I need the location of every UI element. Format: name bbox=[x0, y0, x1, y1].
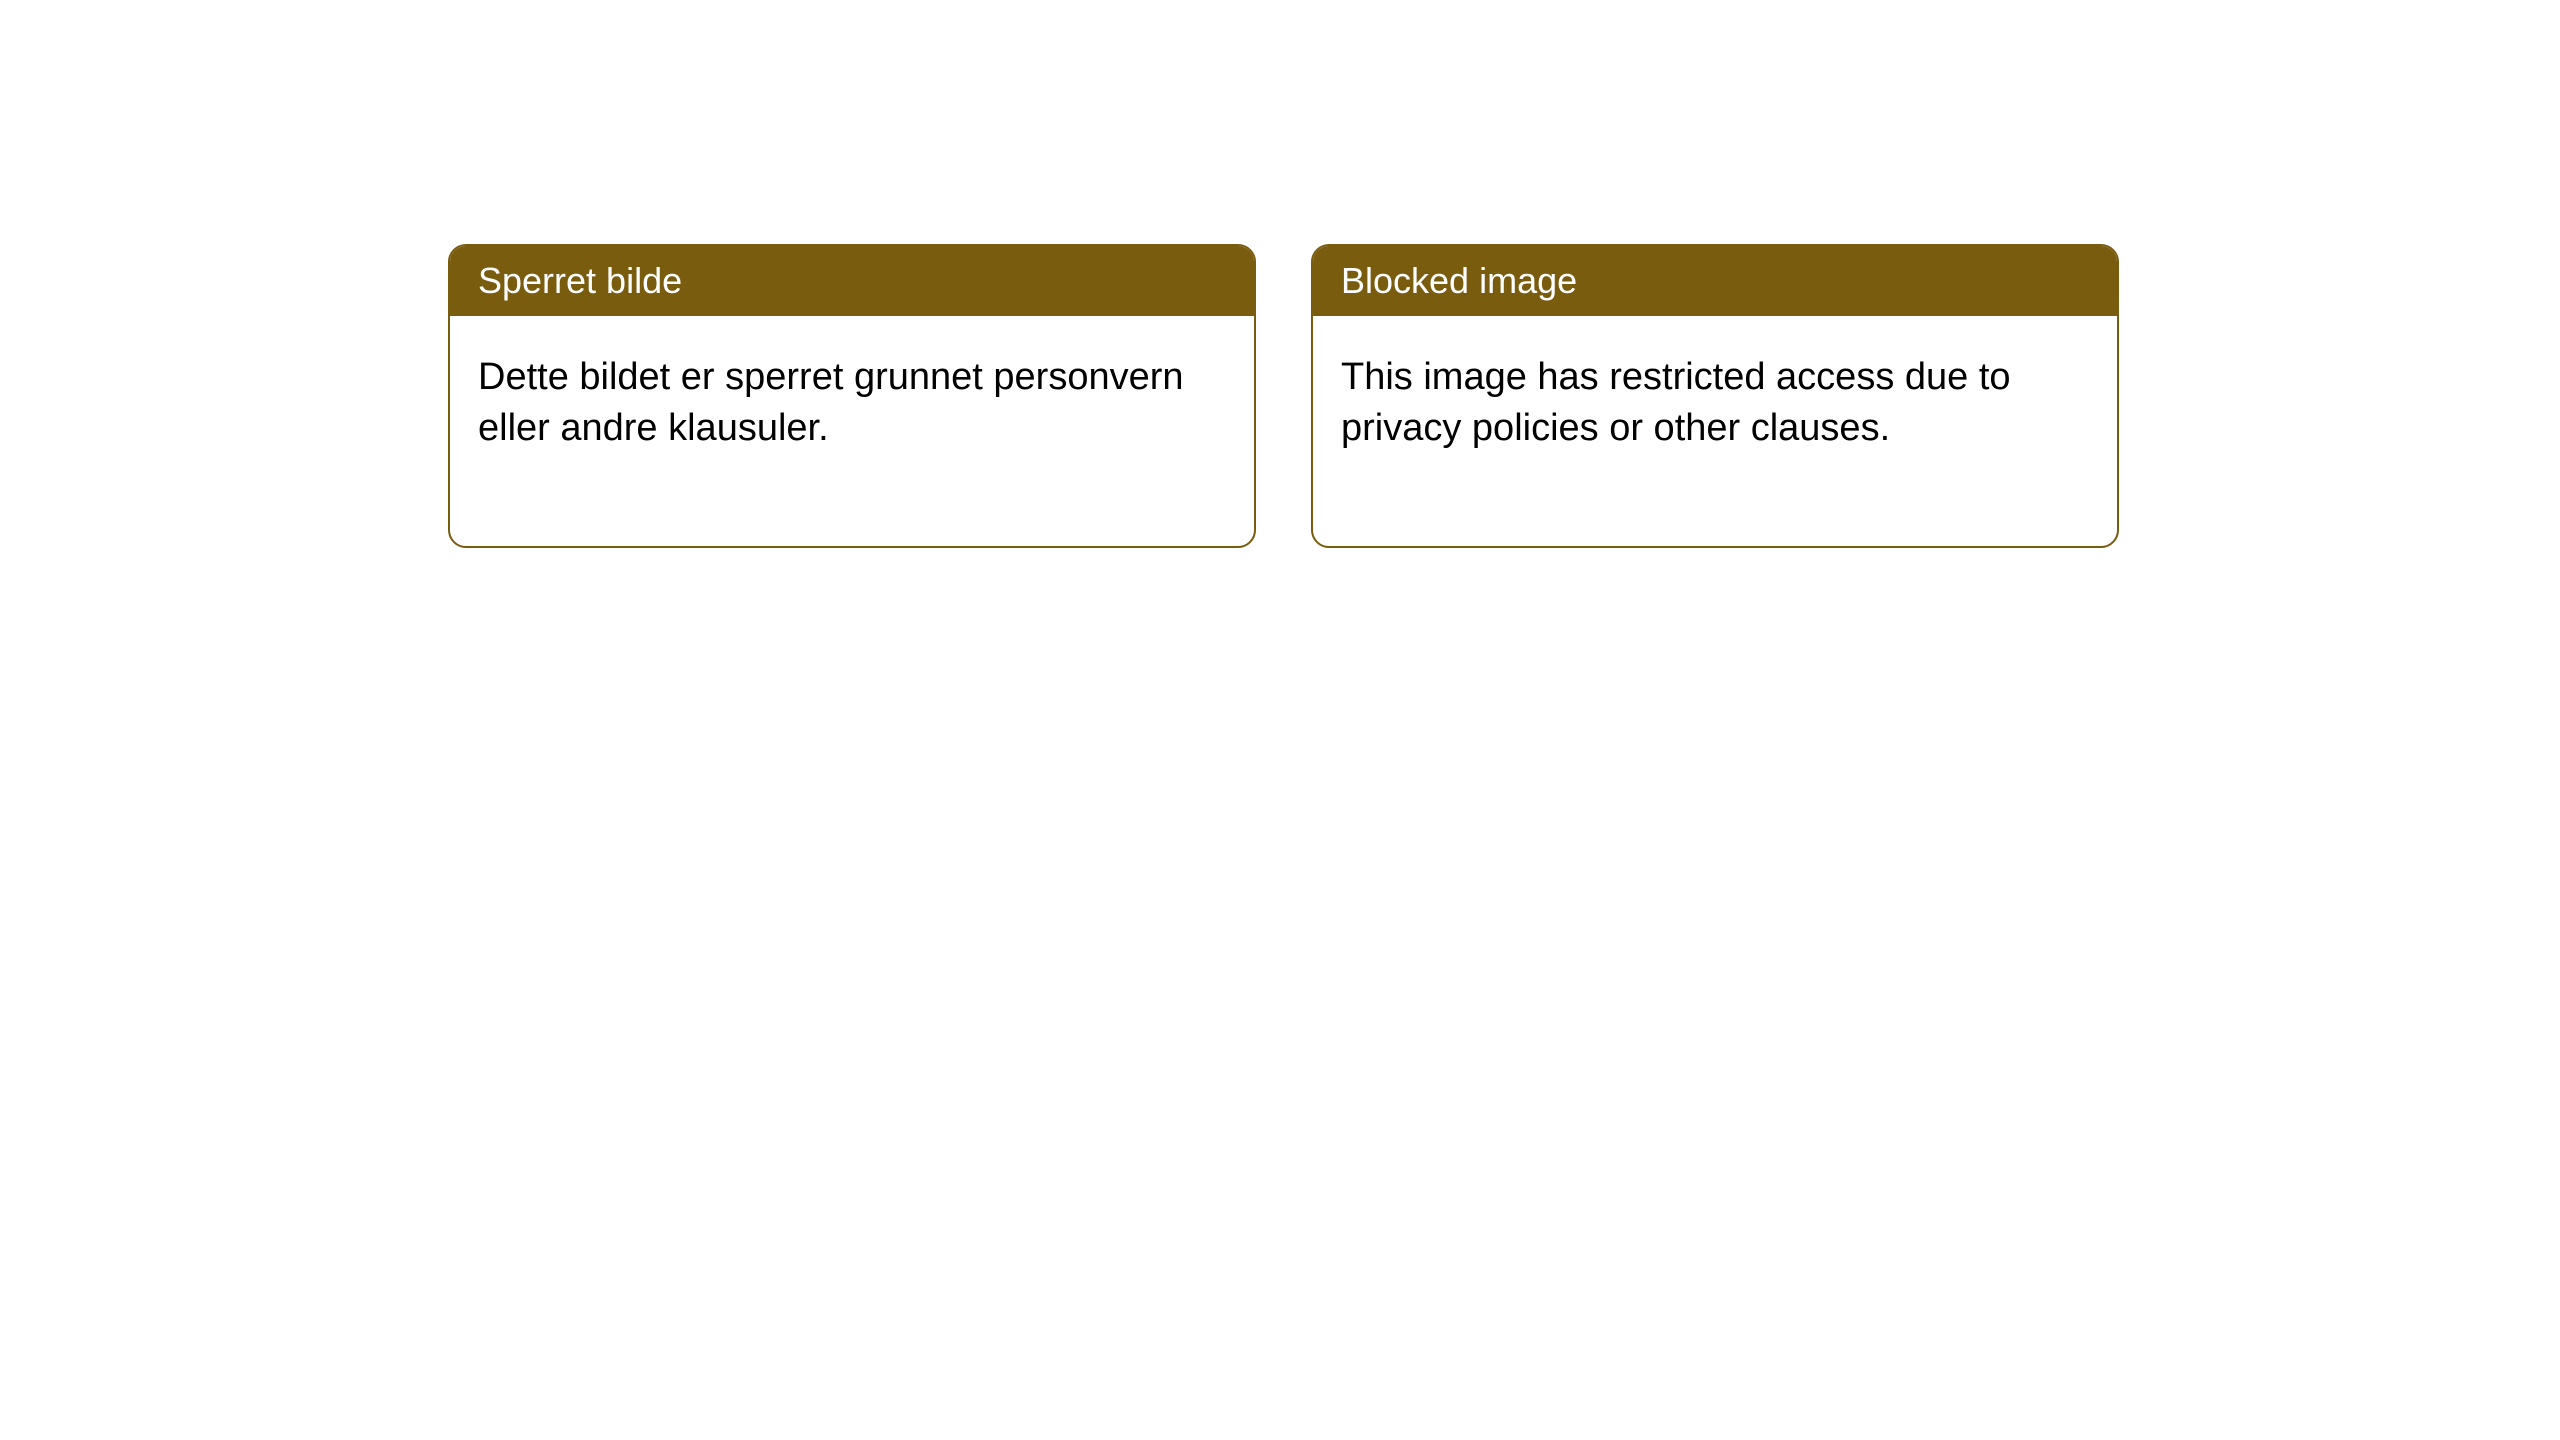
notice-header: Blocked image bbox=[1313, 246, 2117, 316]
notice-title: Blocked image bbox=[1341, 260, 1577, 301]
notice-title: Sperret bilde bbox=[478, 260, 682, 301]
notice-body-text: This image has restricted access due to … bbox=[1341, 356, 2011, 449]
notice-header: Sperret bilde bbox=[450, 246, 1254, 316]
notice-body: This image has restricted access due to … bbox=[1313, 316, 2117, 546]
notice-body-text: Dette bildet er sperret grunnet personve… bbox=[478, 356, 1184, 449]
notice-card-norwegian: Sperret bilde Dette bildet er sperret gr… bbox=[448, 244, 1256, 548]
notice-card-english: Blocked image This image has restricted … bbox=[1311, 244, 2119, 548]
notice-body: Dette bildet er sperret grunnet personve… bbox=[450, 316, 1254, 546]
notice-container: Sperret bilde Dette bildet er sperret gr… bbox=[448, 244, 2119, 548]
